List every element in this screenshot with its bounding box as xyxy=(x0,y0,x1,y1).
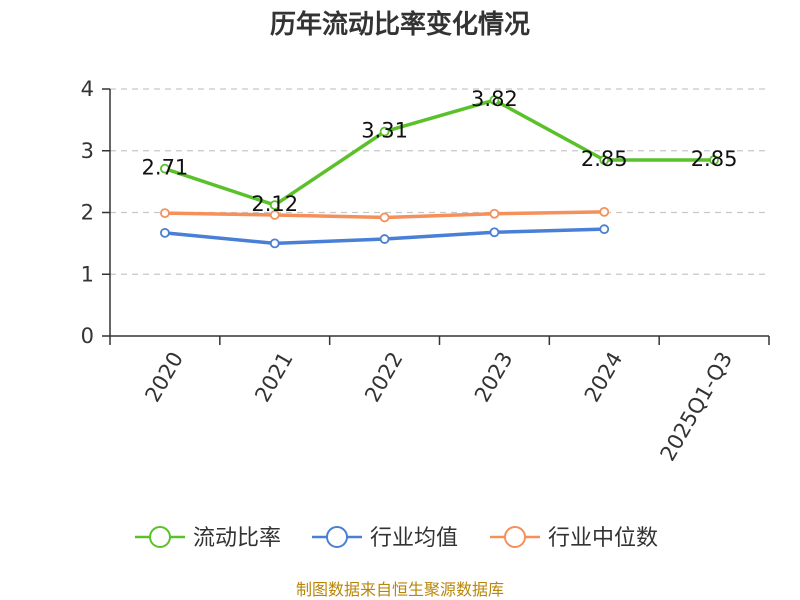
y-tick-label: 4 xyxy=(81,77,94,101)
x-tick-label: 2022 xyxy=(360,348,408,406)
data-label: 2.12 xyxy=(251,192,298,216)
y-tick-label: 3 xyxy=(81,139,94,163)
data-label: 3.31 xyxy=(361,119,408,143)
legend-marker xyxy=(326,526,348,548)
y-tick-label: 2 xyxy=(81,201,94,225)
data-point xyxy=(160,208,170,219)
series-lines xyxy=(160,95,719,249)
x-tick-label: 2025Q1-Q3 xyxy=(656,348,738,465)
data-point xyxy=(269,200,280,210)
data-point xyxy=(599,224,610,235)
data-point xyxy=(269,238,280,249)
data-point xyxy=(379,234,390,244)
legend-label: 流动比率 xyxy=(193,526,281,551)
data-point xyxy=(599,155,610,165)
data-label: 3.82 xyxy=(471,87,518,111)
data-point xyxy=(269,210,280,220)
data-labels: 2.71 2.12 3.31 3.82 2.85 2.85 xyxy=(142,87,738,216)
data-point xyxy=(160,163,170,174)
legend-marker xyxy=(504,526,526,548)
x-tick-label: 2024 xyxy=(580,348,628,406)
legend-label: 行业均值 xyxy=(370,526,458,551)
x-tick-label: 2023 xyxy=(470,348,518,406)
data-label: 2.71 xyxy=(142,156,189,180)
data-point xyxy=(379,212,390,223)
y-tick-label: 1 xyxy=(81,262,94,286)
data-point xyxy=(709,155,719,165)
data-point xyxy=(489,227,500,238)
data-label: 2.85 xyxy=(691,147,738,171)
data-point xyxy=(160,227,170,238)
x-tick-label: 2021 xyxy=(250,348,298,406)
data-point xyxy=(599,206,610,217)
data-point xyxy=(489,95,500,106)
axes: 0 1 2 3 4 2020 2021 2022 2023 2024 2025Q1-Q3 xyxy=(81,77,770,465)
data-point xyxy=(379,126,390,137)
legend: 流动比率 行业均值 行业中位数 xyxy=(135,526,658,551)
source-note: 制图数据来自恒生聚源数据库 xyxy=(296,580,504,599)
legend-marker xyxy=(149,526,171,548)
y-tick-label: 0 xyxy=(81,324,94,348)
data-label: 2.85 xyxy=(581,147,628,171)
legend-label: 行业中位数 xyxy=(548,526,658,551)
series-line-0 xyxy=(164,98,715,207)
data-point xyxy=(489,208,500,219)
chart-title: 历年流动比率变化情况 xyxy=(270,9,530,40)
x-tick-label: 2020 xyxy=(140,348,188,406)
